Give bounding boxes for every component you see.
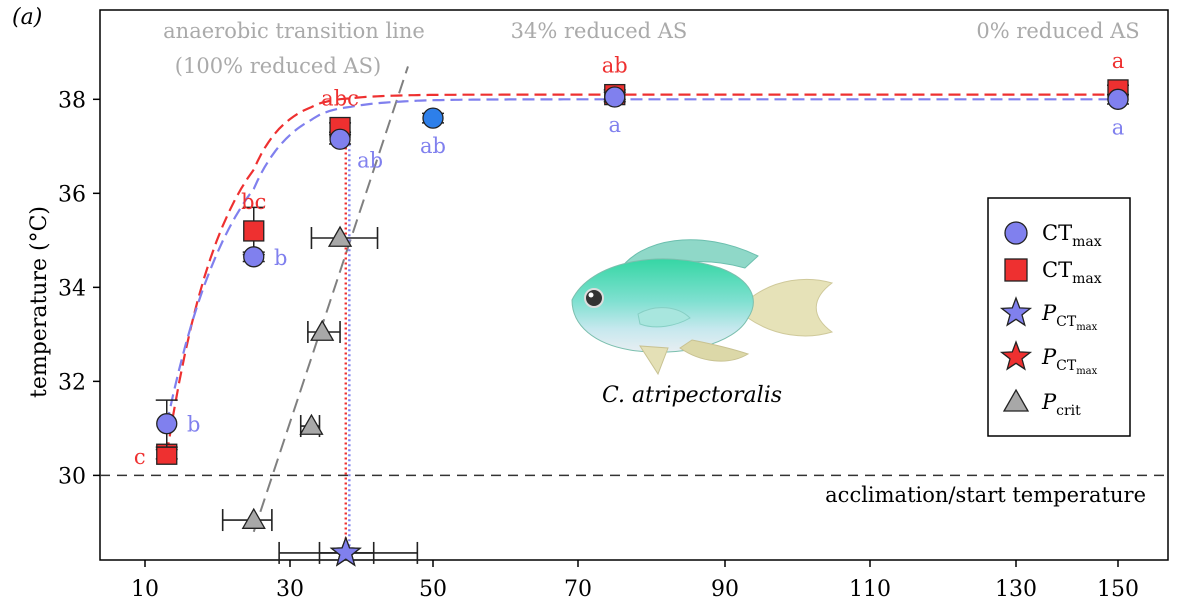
significance-label: b (187, 413, 200, 437)
circle-point (156, 413, 178, 435)
reference-line-label: acclimation/start temperature (825, 483, 1146, 507)
triangle-point (327, 225, 353, 247)
circle-point (1107, 88, 1129, 110)
x-tick-label: 30 (276, 577, 304, 602)
legend-entry-sub: crit (1056, 403, 1081, 419)
fish-eye-highlight (588, 292, 594, 298)
significance-label: c (134, 445, 146, 469)
annotation-anaerobic-line-2: (100% reduced AS) (175, 54, 381, 78)
legend-entry-label: PCTmax (1041, 345, 1098, 377)
y-tick-label: 34 (58, 276, 86, 301)
significance-label: bc (241, 190, 266, 214)
annotations: (a) anaerobic transition line (100% redu… (12, 5, 1146, 507)
fish-tail (747, 278, 834, 337)
x-tick-label: 150 (1097, 577, 1139, 602)
legend-entry-label: CTmax (1042, 258, 1102, 287)
fish-pectoral-fin (637, 307, 691, 328)
annotation-anaerobic-line-1: anaerobic transition line (163, 19, 425, 43)
species-label: C. atripectoralis (602, 383, 782, 408)
y-axis-label: temperature (°C) (27, 206, 52, 398)
significance-label: ab (602, 54, 628, 78)
legend-entry-sub: CT (1056, 314, 1077, 330)
x-tick-label: 130 (995, 577, 1037, 602)
legend-marker-star (999, 340, 1033, 371)
fit-curve-1 (165, 98, 1118, 424)
significance-label: a (1112, 49, 1125, 73)
y-tick-label: 30 (58, 464, 86, 489)
legend-marker-circle (1004, 221, 1028, 245)
legend-entry-base: P (1041, 390, 1057, 414)
legend-entry-sub: max (1072, 271, 1102, 287)
y-tick-label: 38 (58, 88, 86, 113)
x-tick-label: 50 (419, 577, 447, 602)
x-tick-label: 70 (564, 577, 592, 602)
legend-entry-base: P (1041, 301, 1057, 325)
legend-entry-sub: CT (1056, 358, 1077, 374)
y-tick-label: 32 (58, 370, 86, 395)
fish-illustration (571, 239, 834, 376)
star-point (329, 536, 362, 567)
triangle-point (299, 413, 324, 435)
anaerobic-transition-line (252, 66, 409, 533)
square-point (243, 220, 265, 242)
plot-frame: 10 30 50 70 90 110 130 150 30 32 34 36 38 (58, 9, 1169, 602)
plot-border (99, 9, 1169, 561)
circle-point (604, 86, 626, 108)
circle-point (422, 107, 444, 129)
circle-point (329, 128, 351, 150)
significance-label: a (1112, 115, 1125, 139)
x-tick-label: 10 (131, 577, 159, 602)
legend-entry-label: Pcrit (1041, 390, 1081, 419)
legend-marker-triangle (1002, 388, 1030, 412)
legend-entry-subsub: max (1076, 366, 1097, 377)
fish-eye (584, 288, 604, 308)
x-tick-label: 110 (849, 577, 891, 602)
triangle-point (310, 319, 335, 341)
legend-entry-base: CT (1042, 221, 1072, 245)
legend-entry-label: CTmax (1042, 221, 1102, 250)
x-tick-label: 90 (711, 577, 739, 602)
significance-label: ab (357, 148, 383, 172)
legend-marker-square (1004, 258, 1028, 282)
annotation-34-reduced: 34% reduced AS (511, 19, 688, 43)
panel-label: (a) (12, 5, 42, 30)
triangle-point (241, 507, 266, 529)
circle-point (243, 246, 265, 268)
fish-pelvic-fin (639, 345, 669, 376)
annotation-0-reduced: 0% reduced AS (976, 19, 1139, 43)
legend-entry-subsub: max (1076, 322, 1097, 333)
legend-entry-label: PCTmax (1041, 301, 1098, 333)
legend-entry-sub: max (1072, 234, 1102, 250)
significance-label: b (274, 246, 287, 270)
fish-anal-fin (679, 339, 750, 362)
legend-entry-base: CT (1042, 258, 1072, 282)
significance-label: a (608, 113, 621, 137)
significance-label: ab (420, 134, 446, 158)
legend-entry-base: P (1041, 345, 1057, 369)
fit-curve-0 (165, 93, 1118, 455)
legend-marker-star (999, 296, 1033, 327)
y-tick-label: 36 (58, 182, 86, 207)
significance-label: abc (321, 87, 359, 111)
fish-body (571, 258, 754, 353)
